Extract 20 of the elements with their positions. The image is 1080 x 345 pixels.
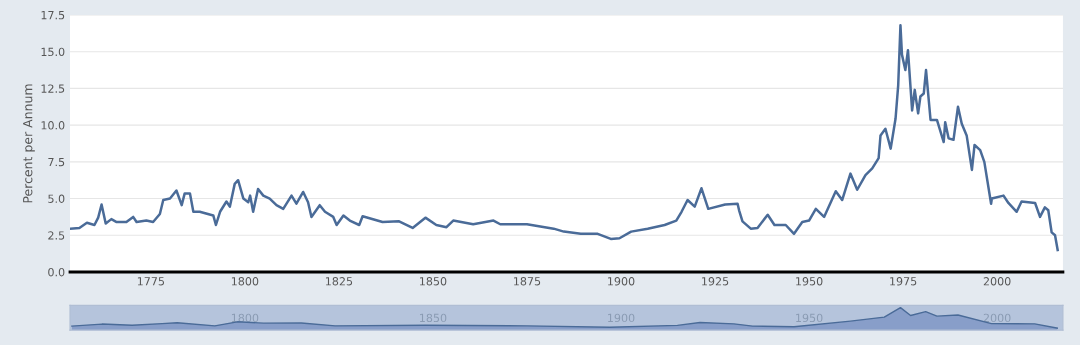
y-tick-label: 2.5 [48, 231, 65, 240]
x-tick-label: 1900 [608, 277, 635, 286]
x-tick-label: 1950 [796, 277, 823, 286]
y-tick-label: 5.0 [48, 194, 65, 203]
line-series [69, 24, 1059, 252]
x-tick-label: 1800 [231, 277, 259, 286]
y-axis-title: Percent per Annum [23, 84, 35, 203]
x-tick-label: 1875 [514, 277, 541, 286]
x-tick-label: 1975 [890, 277, 917, 286]
x-tick-label: 1825 [325, 277, 353, 286]
y-tick-label: 10.0 [41, 121, 65, 130]
y-tick-label: 0.0 [48, 267, 65, 277]
x-tick-label: 1925 [702, 277, 729, 286]
y-tick-label: 12.5 [41, 84, 65, 93]
y-tick-label: 15.0 [41, 47, 65, 57]
y-tick-label: 17.5 [41, 11, 65, 20]
y-tick-label: 7.5 [48, 157, 65, 167]
x-tick-label: 2000 [983, 277, 1011, 286]
x-tick-label: 1850 [420, 277, 447, 286]
x-tick-label: 1775 [137, 277, 165, 286]
